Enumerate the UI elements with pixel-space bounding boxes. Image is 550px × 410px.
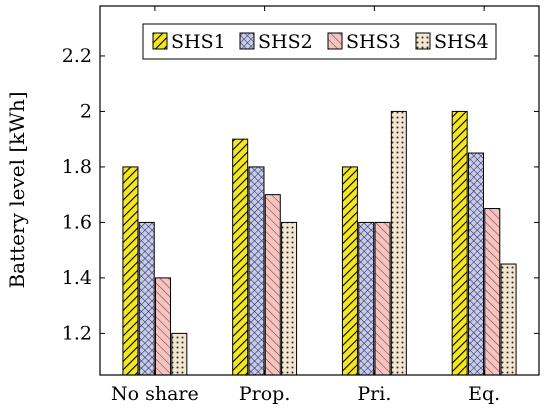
y-tick-label: 1.2 xyxy=(62,322,92,344)
legend-label-shs4: SHS4 xyxy=(434,31,489,53)
legend-box xyxy=(142,23,497,60)
y-axis-label: Battery level [kWh] xyxy=(5,91,29,288)
bar-shs4-prop xyxy=(281,221,298,376)
y-tick-label: 2 xyxy=(80,100,92,122)
bars-group xyxy=(122,110,517,376)
legend-label-shs3: SHS3 xyxy=(346,31,401,53)
bar-shs2-prop xyxy=(248,166,265,376)
y-tick-label: 1.4 xyxy=(62,267,92,289)
bar-shs2-no-share xyxy=(138,221,155,376)
legend-swatch-shs2 xyxy=(239,32,255,50)
legend-swatch-shs1 xyxy=(152,32,168,50)
bar-shs3-prop xyxy=(264,194,281,376)
legend-swatch-shs3 xyxy=(327,32,343,50)
bar-shs1-eq xyxy=(451,110,468,376)
bar-shs3-pri xyxy=(374,221,391,376)
x-tick-label: No share xyxy=(111,383,199,405)
x-tick-label: Eq. xyxy=(468,383,500,405)
y-tick-label: 2.2 xyxy=(62,45,92,67)
plot-frame xyxy=(99,5,540,376)
bar-shs1-no-share xyxy=(122,166,139,376)
y-tick-label: 1.6 xyxy=(62,211,92,233)
bar-shs4-eq xyxy=(500,263,517,376)
legend-label-shs1: SHS1 xyxy=(171,31,226,53)
bar-shs3-no-share xyxy=(155,277,172,376)
bar-shs4-no-share xyxy=(171,332,188,376)
bar-shs2-eq xyxy=(467,152,484,376)
x-tick-label: Pri. xyxy=(357,383,391,405)
bar-shs4-pri xyxy=(390,110,407,376)
legend-label-shs2: SHS2 xyxy=(258,31,313,53)
legend: SHS1 SHS2 SHS3 SHS4 xyxy=(142,23,497,60)
bar-shs2-pri xyxy=(358,221,375,376)
x-axis-ticks: No share Prop. Pri. Eq. xyxy=(111,6,500,405)
y-tick-label: 1.8 xyxy=(62,156,92,178)
bar-shs1-pri xyxy=(341,166,358,376)
legend-swatch-shs4 xyxy=(415,32,431,50)
bar-shs3-eq xyxy=(484,208,501,376)
y-axis-ticks: 1.2 1.4 1.6 1.8 2 2.2 xyxy=(62,45,539,344)
bar-shs1-prop xyxy=(232,138,249,376)
x-tick-label: Prop. xyxy=(239,383,291,405)
